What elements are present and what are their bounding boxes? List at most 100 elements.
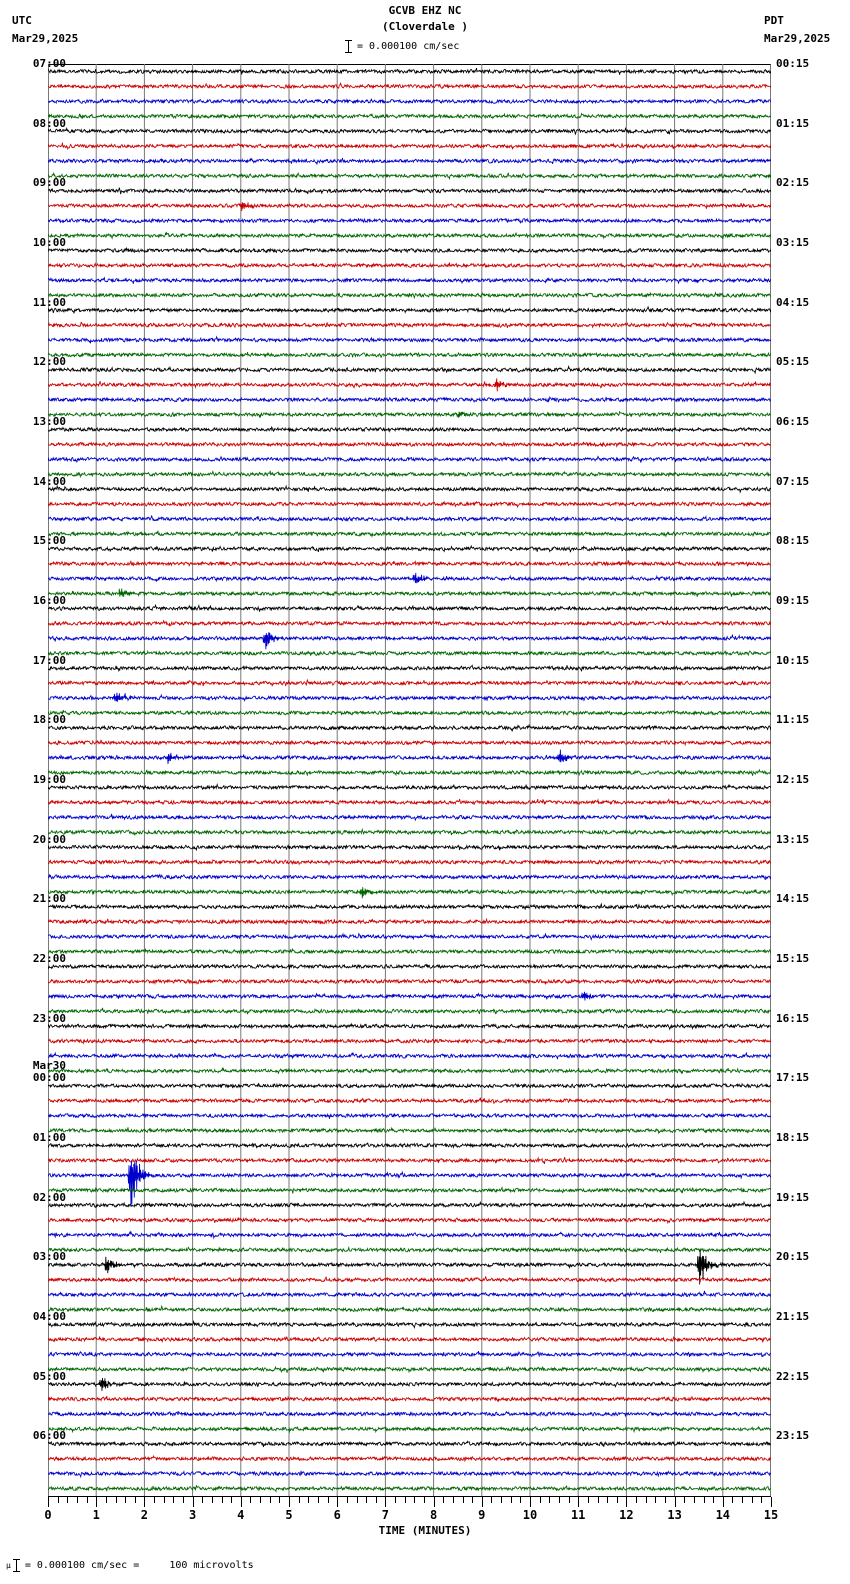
x-axis-minor-tick — [125, 1497, 127, 1503]
station-title: GCVB EHZ NC — [388, 4, 462, 17]
x-axis-major-tick — [771, 1497, 772, 1507]
right-time-label: 14:15 — [776, 892, 810, 906]
right-time-label: 01:15 — [776, 116, 810, 130]
x-axis-major-tick — [674, 1497, 676, 1507]
x-axis-major-tick — [48, 1497, 49, 1507]
x-axis-minor-tick — [645, 1497, 647, 1503]
left-time-label: 01:00 — [32, 1131, 66, 1144]
right-time-label: 15:15 — [776, 952, 810, 965]
footer-scale-legend: μ = 0.000100 cm/sec = 100 microvolts — [6, 1557, 254, 1573]
left-time-label: 05:00 — [32, 1369, 66, 1383]
left-time-label: 19:00 — [32, 773, 66, 786]
left-time-label: 04:00 — [32, 1310, 66, 1323]
x-axis-tick-label: 0 — [44, 1508, 52, 1522]
left-time-label: 23:00 — [32, 1011, 66, 1025]
x-axis-major-tick — [192, 1497, 194, 1507]
x-axis-minor-tick — [57, 1497, 59, 1503]
right-time-label: 04:15 — [776, 295, 810, 309]
right-time-label: 07:15 — [776, 474, 810, 488]
x-axis-minor-tick — [395, 1497, 396, 1503]
x-axis-tick-label: 15 — [763, 1508, 779, 1522]
x-axis-minor-tick — [134, 1497, 136, 1503]
x-axis-minor-tick — [86, 1497, 88, 1503]
right-time-label: 09:15 — [776, 594, 810, 607]
left-time-label: Mar30 00:00 — [32, 1059, 66, 1085]
left-time-label: 10:00 — [32, 236, 66, 249]
x-axis-tick-label: 7 — [381, 1508, 390, 1522]
left-time-label: 17:00 — [32, 653, 66, 667]
x-axis-major-tick — [626, 1497, 628, 1507]
plot-frame — [48, 64, 771, 1496]
left-time-label: 09:00 — [32, 176, 66, 190]
station-site-name: (Cloverdale ) — [381, 20, 469, 33]
x-axis-minor-tick — [356, 1497, 358, 1503]
x-axis-minor-tick — [472, 1497, 474, 1503]
left-time-label: 06:00 — [32, 1429, 66, 1443]
x-axis-minor-tick — [665, 1497, 666, 1503]
x-axis-minor-tick — [231, 1497, 233, 1503]
helicorder-plot[interactable] — [48, 64, 771, 1496]
x-axis-minor-tick — [491, 1497, 493, 1503]
x-axis-tick-label: 10 — [522, 1508, 538, 1522]
x-axis-minor-tick — [298, 1497, 300, 1503]
x-axis-minor-tick — [539, 1497, 541, 1503]
x-axis-minor-tick — [713, 1497, 715, 1503]
left-time-label: 03:00 — [32, 1250, 66, 1264]
right-time-label: 21:15 — [776, 1310, 810, 1323]
x-axis-minor-tick — [597, 1497, 599, 1503]
right-time-label: 11:15 — [776, 713, 810, 727]
x-axis-minor-tick — [684, 1497, 686, 1503]
x-axis-minor-tick — [452, 1497, 454, 1503]
x-axis-minor-tick — [269, 1497, 271, 1503]
x-axis-tick-label: 4 — [237, 1508, 245, 1522]
x-axis-tick-label: 1 — [92, 1508, 100, 1522]
x-axis-tick-label: 12 — [619, 1508, 634, 1522]
x-axis-minor-tick — [462, 1497, 464, 1503]
x-axis-minor-tick — [154, 1497, 155, 1503]
vertical-scale-bar-icon — [12, 1558, 20, 1572]
x-axis-minor-tick — [173, 1497, 175, 1503]
right-time-label: 02:15 — [776, 176, 810, 190]
trace-layer — [48, 64, 771, 1496]
x-axis-major-tick — [289, 1497, 290, 1507]
vertical-scale-bar-icon — [345, 39, 352, 53]
x-axis-minor-tick — [317, 1497, 319, 1503]
right-time-label: 10:15 — [776, 653, 810, 667]
x-axis-major-tick — [578, 1497, 580, 1507]
x-axis-major-tick — [481, 1497, 483, 1507]
x-axis-minor-tick — [183, 1497, 184, 1503]
x-axis-tick-label: 14 — [715, 1508, 731, 1522]
right-timezone-label: PDT — [764, 14, 784, 27]
left-time-label: 20:00 — [32, 832, 66, 846]
left-time-label: 02:00 — [32, 1190, 66, 1204]
left-time-label: 14:00 — [32, 474, 66, 488]
x-axis-minor-tick — [549, 1497, 551, 1503]
x-axis-minor-tick — [327, 1497, 329, 1503]
x-axis-minor-tick — [202, 1497, 204, 1503]
right-time-label: 18:15 — [776, 1131, 810, 1144]
x-axis-minor-tick — [260, 1497, 262, 1503]
x-axis-minor-tick — [375, 1497, 377, 1503]
x-axis-minor-tick — [693, 1497, 695, 1503]
x-axis-major-tick — [240, 1497, 242, 1507]
x-axis-minor-tick — [443, 1497, 445, 1503]
x-axis-minor-tick — [76, 1497, 78, 1503]
x-axis-major-tick — [144, 1497, 146, 1507]
x-axis-minor-tick — [346, 1497, 348, 1503]
x-axis-minor-tick — [414, 1497, 416, 1503]
x-axis-minor-tick — [279, 1497, 281, 1503]
x-axis-minor-tick — [366, 1497, 368, 1503]
x-axis-minor-tick — [616, 1497, 618, 1503]
x-axis-minor-tick — [163, 1497, 165, 1503]
x-axis-major-tick — [722, 1497, 724, 1507]
right-time-label: 05:15 — [776, 355, 810, 369]
x-axis-minor-tick — [587, 1497, 589, 1503]
x-axis-major-tick — [337, 1497, 339, 1507]
x-axis-minor-tick — [558, 1497, 560, 1503]
right-time-label: 16:15 — [776, 1011, 810, 1025]
amplitude-scale-legend: = 0.000100 cm/sec — [345, 38, 459, 54]
left-time-label: 08:00 — [32, 116, 66, 130]
x-axis-minor-tick — [250, 1497, 252, 1503]
x-axis-tick-label: 9 — [478, 1508, 486, 1522]
x-axis-minor-tick — [568, 1497, 570, 1503]
